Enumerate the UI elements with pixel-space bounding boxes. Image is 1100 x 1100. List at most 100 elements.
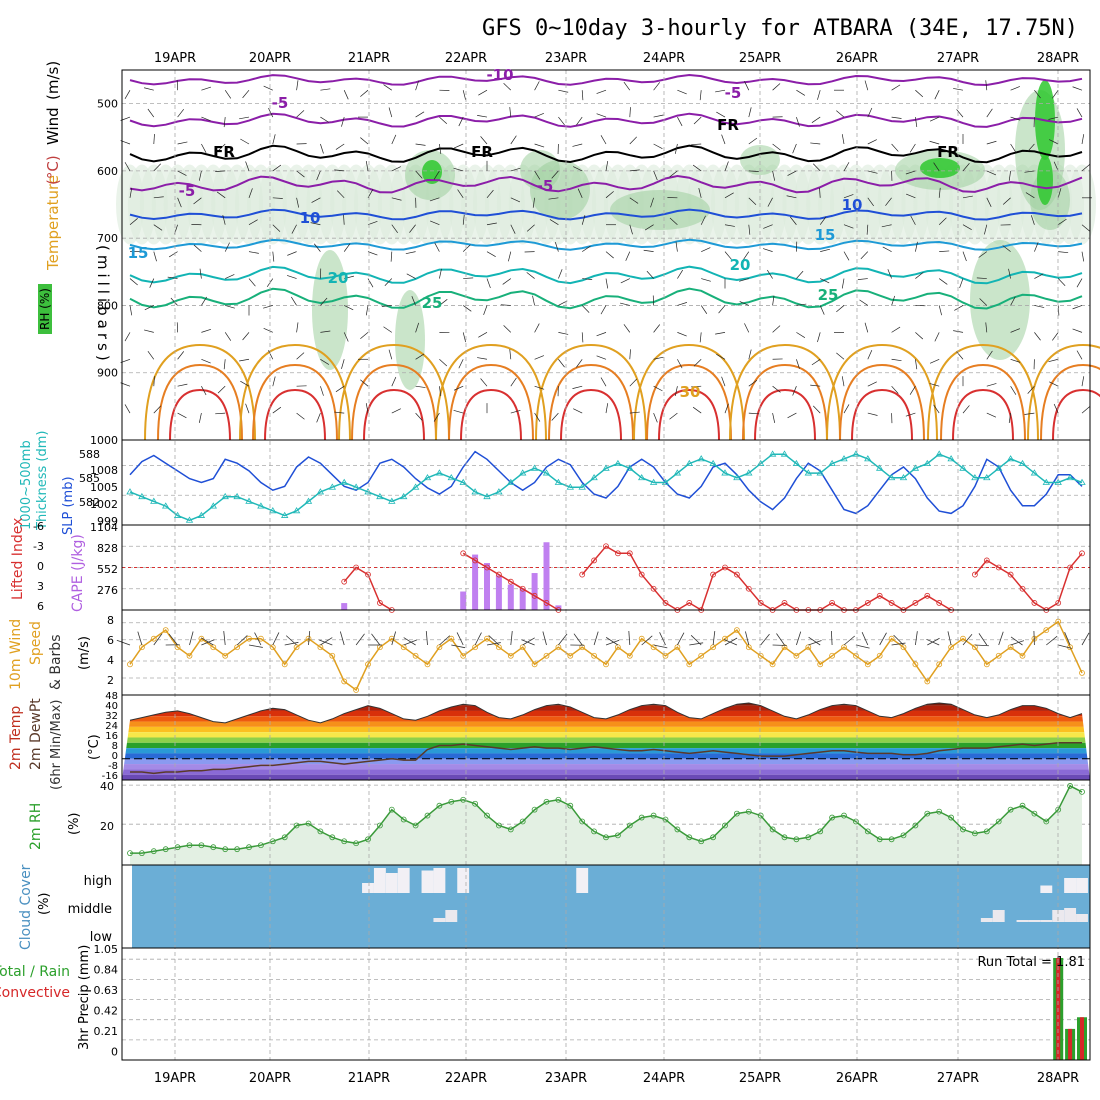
contour-15: [129, 238, 1083, 251]
wind-barb: [311, 197, 321, 203]
wind-barb: [596, 355, 607, 360]
wind-barb: [653, 356, 664, 360]
thickness-point: [126, 488, 134, 495]
surface-temp-arch: [1052, 388, 1100, 441]
wind-barb: [692, 164, 702, 172]
wind10-barb: [456, 632, 464, 646]
cloud-level-label: middle: [68, 902, 112, 917]
wind10-point: [424, 661, 431, 668]
wind10-barb: [474, 632, 482, 646]
date-label-top: 25APR: [739, 51, 781, 66]
wind-barb: [365, 161, 369, 171]
wind10-barb: [201, 639, 215, 646]
wind-barb: [867, 139, 877, 145]
wind-barb: [1057, 278, 1066, 286]
wind-barb: [674, 143, 678, 154]
surface-temp-arch: [658, 388, 720, 441]
wind-barb: [390, 251, 393, 262]
wind-barb: [843, 224, 854, 229]
cloud-level-label: high: [84, 874, 112, 889]
lifted-index-point: [781, 600, 788, 606]
wind-barb: [343, 332, 349, 342]
precip-conv-bar: [1068, 1028, 1073, 1060]
wind10-barb: [593, 631, 599, 646]
wind-barb: [296, 197, 300, 208]
rh-blob: [312, 250, 348, 370]
wind-barb: [201, 328, 212, 333]
surface-temp-arch: [535, 343, 647, 441]
wind10-barb: [843, 635, 855, 646]
wind10-barb: [690, 634, 702, 646]
cloud-mid-bar: [1052, 910, 1065, 922]
wind-barb: [222, 214, 226, 225]
wind-barb: [929, 358, 940, 364]
temp-band: [122, 769, 1090, 775]
wind-barb: [744, 81, 750, 91]
wind10-barb: [223, 631, 226, 646]
wind-barb: [1048, 358, 1059, 363]
wind-barb: [272, 164, 282, 172]
wind-barb: [933, 404, 940, 414]
temp-ylabel-group: 2m Temp 2m DewPt (6hr Min/Max): [8, 698, 64, 790]
wind-barb: [153, 224, 163, 231]
rh2m-point: [1043, 818, 1050, 825]
wind10-barb: [760, 633, 770, 646]
rh2m-tick: 20: [100, 820, 114, 833]
rh2m-point: [579, 818, 586, 825]
surface-temp-arch: [169, 388, 231, 441]
thickness-point: [530, 464, 539, 471]
wind-barb: [153, 196, 164, 199]
wind10-point: [734, 627, 740, 634]
wind-barb: [581, 305, 590, 313]
wind10-point: [222, 652, 229, 659]
wind-barb: [623, 81, 631, 91]
wind-barb: [1076, 350, 1083, 360]
wind-barb: [526, 224, 535, 232]
wind-barb: [669, 217, 678, 225]
wind10-point: [650, 644, 657, 651]
wind10-barb: [308, 631, 311, 646]
wind-barb: [739, 278, 749, 282]
cloud-mid-bar: [980, 918, 993, 922]
li-tick: 0: [37, 560, 44, 573]
wind10-barb: [284, 641, 299, 646]
wind10-barb: [879, 632, 887, 646]
wind10-barb: [573, 633, 583, 646]
wind-barb: [153, 133, 155, 145]
contour-10: [129, 208, 1083, 221]
cloud-bg: [132, 865, 1090, 948]
rh2m-point: [1019, 802, 1026, 809]
wind-barb: [287, 251, 297, 256]
wind10-point: [281, 661, 288, 668]
rh2m-ylabel-group: 2m RH: [28, 803, 44, 850]
wind-barb: [170, 297, 178, 306]
wind-barb: [415, 111, 425, 118]
cloud-unit: (%): [37, 893, 52, 916]
wind-barb: [534, 323, 540, 333]
contour-label: 25: [422, 294, 443, 312]
wind-barb: [625, 251, 631, 261]
lifted-index-point: [507, 578, 514, 585]
rh2m-point: [864, 828, 871, 835]
wind-barb: [581, 90, 584, 101]
wind10-barb: [659, 632, 666, 646]
lifted-index-point: [662, 600, 669, 606]
wind-barb: [1058, 218, 1067, 226]
date-label-bottom: 25APR: [739, 1071, 781, 1086]
wind-barb: [953, 88, 964, 91]
surface-temp-arch: [460, 388, 522, 441]
temp-band: [122, 748, 1090, 754]
wind-barb: [718, 305, 726, 314]
rh2m-point: [817, 828, 824, 835]
wind-barb: [1053, 403, 1059, 414]
wind10-point: [888, 635, 895, 642]
wind10-barb: [808, 636, 821, 646]
wind-barb: [483, 305, 488, 315]
precip-conv-bar: [1080, 1017, 1084, 1060]
lifted-index-point: [579, 571, 586, 578]
contour-label: FR: [937, 143, 959, 161]
rh2m-point: [388, 806, 395, 813]
wind-barb: [910, 215, 916, 225]
wind10-barb: [926, 638, 940, 646]
rh2m-point: [329, 834, 336, 841]
